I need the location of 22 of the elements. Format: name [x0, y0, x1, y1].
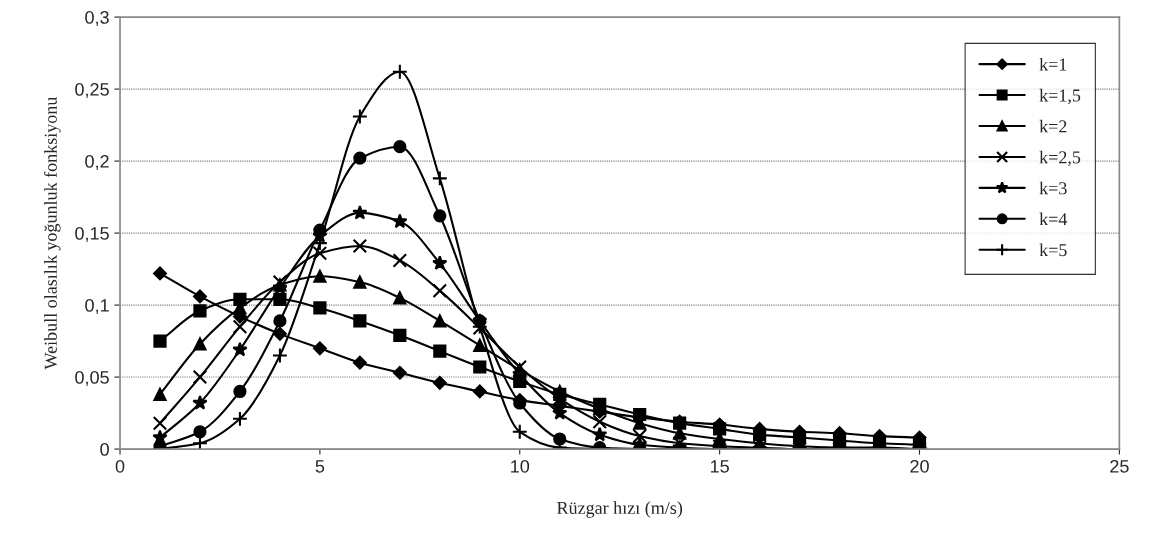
y-tick-label: 0,1 [85, 299, 109, 314]
legend-label: k=3 [1039, 181, 1067, 195]
legend-label: k=5 [1039, 243, 1067, 257]
y-tick-label: 0,25 [75, 83, 109, 98]
x-tick-label: 5 [315, 460, 325, 473]
y-tick-label: 0,05 [75, 371, 109, 386]
y-tick-label: 0 [100, 443, 109, 456]
x-tick-label: 20 [910, 459, 929, 473]
legend-label: k=1,5 [1039, 88, 1081, 105]
legend-label: k=1 [1039, 57, 1067, 71]
x-tick-label: 15 [710, 460, 729, 473]
y-tick-label: 0,2 [85, 155, 109, 170]
x-axis-title: Rüzgar hızı (m/s) [557, 501, 683, 518]
x-tick-label: 10 [511, 459, 530, 473]
x-tick-label: 0 [115, 459, 125, 473]
y-axis-title: Weibull olasılık yoğunluk fonksiyonu [43, 96, 61, 370]
y-tick-label: 0,15 [75, 227, 109, 242]
legend-label: k=2 [1039, 119, 1067, 133]
legend-label: k=4 [1039, 212, 1068, 226]
y-tick-label: 0,3 [85, 11, 109, 26]
legend-label: k=2,5 [1039, 150, 1081, 167]
x-tick-label: 25 [1110, 459, 1129, 473]
